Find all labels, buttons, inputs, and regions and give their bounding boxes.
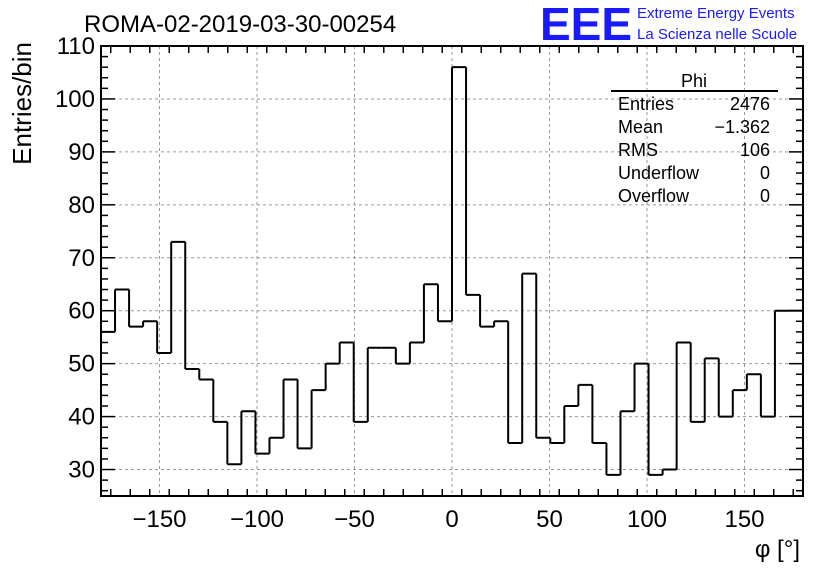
histogram-bin	[591, 384, 607, 445]
stats-row-value: 0	[760, 186, 770, 206]
eee-logo-mark: EEE	[540, 0, 632, 50]
histogram-bin	[240, 410, 256, 465]
histogram-bin	[268, 436, 284, 454]
histogram-bin	[338, 341, 354, 364]
histogram-bin	[661, 468, 677, 475]
x-tick-label: −100	[230, 506, 284, 533]
stats-row-value: 2476	[730, 94, 770, 114]
histogram-bin	[689, 342, 705, 423]
histogram-bin	[521, 272, 537, 444]
y-tick-label: 110	[57, 33, 95, 60]
histogram-bin	[142, 320, 158, 327]
histogram-bin	[436, 284, 452, 323]
histogram-bin	[282, 378, 298, 438]
histogram-bin	[759, 374, 775, 418]
histogram-bin	[296, 379, 312, 450]
x-tick-label: 0	[445, 506, 458, 533]
histogram-bin	[507, 321, 523, 445]
stats-row-label: Entries	[618, 94, 674, 114]
histogram-bin	[773, 309, 789, 417]
histogram-bin	[352, 342, 368, 423]
histogram-bin	[184, 241, 200, 370]
histogram-bin	[605, 443, 621, 476]
histogram-bin	[156, 321, 172, 355]
stats-row-value: 0	[760, 163, 770, 183]
y-axis-label: Entries/bin	[7, 42, 37, 165]
histogram-bin	[717, 358, 733, 418]
histogram-bin	[619, 410, 635, 475]
histogram-bin	[422, 283, 438, 343]
y-tick-label: 40	[68, 404, 95, 431]
stats-row-label: Overflow	[618, 186, 690, 206]
histogram-series	[101, 66, 803, 476]
y-tick-label: 30	[68, 457, 95, 484]
y-tick-label: 100	[55, 86, 95, 113]
histogram-bin	[633, 362, 649, 412]
histogram-bin	[647, 363, 663, 476]
histogram-bin	[451, 66, 467, 322]
histogram-bin	[408, 341, 424, 364]
x-axis-label: φ [°]	[755, 536, 800, 563]
stats-title: Phi	[681, 71, 707, 91]
x-tick-label: 150	[724, 506, 764, 533]
histogram-bin	[577, 383, 593, 406]
y-tick-label: 70	[68, 245, 95, 272]
stats-row-label: Underflow	[618, 163, 700, 183]
y-tick-label: 90	[68, 139, 95, 166]
y-tick-labels: 30 40 50 60 70 80 90 100 110	[55, 33, 95, 484]
x-tick-label: 100	[627, 506, 667, 533]
histogram-bin	[366, 346, 382, 422]
histogram-bin	[563, 405, 579, 444]
histogram-bin	[675, 341, 691, 470]
histogram-bin	[394, 347, 410, 365]
histogram-bin	[254, 411, 270, 455]
chart-title: ROMA-02-2019-03-30-00254	[84, 11, 396, 38]
histogram-bin	[465, 67, 481, 296]
histogram-bin	[535, 273, 551, 439]
stats-row-label: Mean	[618, 117, 663, 137]
histogram-bin	[198, 368, 214, 381]
logo-line-1: Extreme Energy Events	[637, 5, 795, 22]
histogram-bin	[212, 379, 228, 423]
x-tick-label: 50	[536, 506, 563, 533]
histogram-bin	[493, 320, 509, 327]
plot-frame	[100, 45, 804, 497]
y-tick-label: 80	[68, 192, 95, 219]
axes-frame	[100, 45, 804, 497]
y-tick-label: 50	[68, 351, 95, 378]
histogram-bin	[731, 389, 747, 417]
histogram-bin	[745, 373, 761, 391]
logo-line-2: La Scienza nelle Scuole	[637, 26, 797, 43]
histogram-bin	[310, 389, 326, 449]
stats-row-value: −1.362	[714, 117, 770, 137]
y-tick-label: 60	[68, 298, 95, 325]
histogram-bin	[479, 294, 495, 328]
x-tick-label: −150	[132, 506, 186, 533]
x-tick-label: −50	[334, 506, 375, 533]
histogram-bin	[703, 357, 719, 422]
stats-row-value: 106	[740, 140, 770, 160]
histogram-bin	[128, 289, 144, 328]
histogram-bin	[114, 288, 130, 332]
stats-row-label: RMS	[618, 140, 658, 160]
axis-ticks	[101, 45, 803, 496]
histogram-bin	[226, 421, 242, 466]
histogram-bin	[170, 240, 186, 354]
histogram-bin	[324, 362, 340, 391]
stats-box: Phi Entries 2476 Mean −1.362 RMS 106 Underflow…	[611, 71, 778, 206]
histogram-bin	[549, 437, 565, 445]
x-tick-labels: −150 −100 −50 0 50 100 150	[132, 506, 764, 533]
